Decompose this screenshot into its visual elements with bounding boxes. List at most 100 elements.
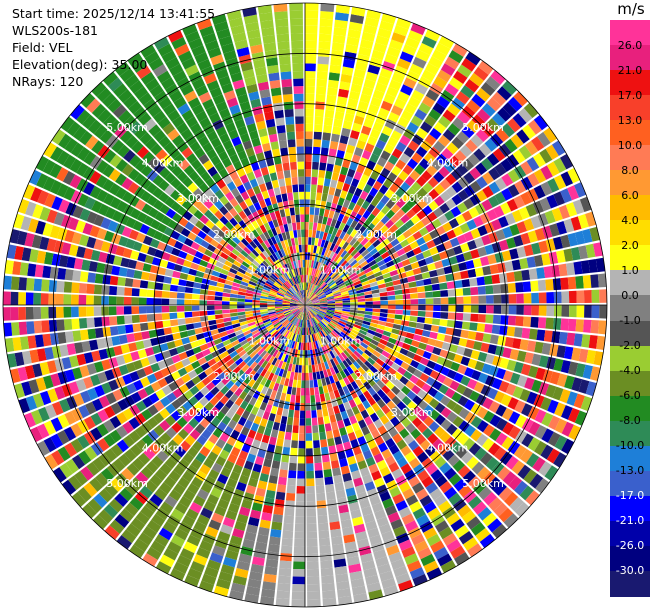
velocity-bin xyxy=(282,299,291,302)
velocity-bin xyxy=(28,379,40,394)
velocity-bin xyxy=(193,554,208,566)
velocity-bin xyxy=(72,126,87,141)
velocity-bin xyxy=(305,305,311,311)
velocity-bin xyxy=(184,574,200,587)
velocity-bin xyxy=(558,263,568,277)
velocity-bin xyxy=(150,219,161,230)
velocity-bin xyxy=(243,164,253,174)
velocity-bin xyxy=(96,228,108,240)
velocity-bin xyxy=(176,171,188,183)
velocity-bin xyxy=(411,417,423,428)
velocity-bin xyxy=(385,437,396,449)
velocity-bin xyxy=(166,514,181,528)
velocity-bin xyxy=(387,511,401,523)
velocity-bin xyxy=(469,72,484,87)
velocity-bin xyxy=(33,278,42,292)
velocity-bin xyxy=(454,320,463,329)
velocity-bin xyxy=(18,307,27,321)
velocity-bin xyxy=(438,35,455,49)
velocity-bin xyxy=(591,289,600,303)
velocity-bin xyxy=(477,314,486,323)
velocity-bin xyxy=(199,396,209,407)
velocity-bin xyxy=(343,480,354,490)
velocity-bin xyxy=(250,44,263,54)
velocity-bin xyxy=(245,21,260,32)
velocity-bin xyxy=(319,301,328,304)
velocity-bin xyxy=(466,99,481,113)
velocity-bin xyxy=(285,292,293,298)
velocity-bin xyxy=(374,509,387,520)
velocity-bin xyxy=(285,231,291,240)
velocity-bin xyxy=(475,332,484,342)
velocity-bin xyxy=(297,319,301,327)
velocity-bin xyxy=(167,541,182,554)
velocity-bin xyxy=(215,220,225,230)
velocity-bin xyxy=(183,237,194,247)
velocity-bin xyxy=(140,190,152,203)
velocity-bin xyxy=(229,471,241,482)
velocity-bin xyxy=(439,190,451,202)
velocity-bin xyxy=(488,181,501,195)
velocity-bin xyxy=(368,589,384,600)
velocity-bin xyxy=(310,283,315,292)
velocity-bin xyxy=(302,312,305,321)
velocity-bin xyxy=(372,393,382,403)
velocity-bin xyxy=(140,505,155,519)
velocity-bin xyxy=(570,216,582,231)
velocity-bin xyxy=(323,345,329,354)
velocity-bin xyxy=(68,381,80,395)
velocity-bin xyxy=(59,463,73,479)
velocity-bin xyxy=(414,164,426,176)
velocity-bin xyxy=(299,305,305,311)
velocity-bin xyxy=(417,469,430,482)
velocity-bin xyxy=(393,284,402,291)
velocity-bin xyxy=(121,529,137,544)
velocity-bin xyxy=(264,370,271,379)
velocity-bin xyxy=(399,277,409,284)
velocity-bin xyxy=(282,522,294,532)
velocity-bin xyxy=(305,305,313,309)
velocity-bin xyxy=(268,355,275,364)
velocity-bin xyxy=(341,293,350,297)
velocity-bin xyxy=(147,429,160,442)
velocity-bin xyxy=(333,211,340,221)
velocity-bin xyxy=(82,222,93,236)
velocity-bin xyxy=(410,305,419,311)
velocity-bin xyxy=(87,328,97,340)
velocity-bin xyxy=(283,297,291,301)
velocity-bin xyxy=(301,372,305,381)
velocity-bin xyxy=(133,106,147,120)
velocity-bin xyxy=(358,393,367,403)
velocity-bin xyxy=(267,306,275,309)
velocity-bin xyxy=(527,172,540,187)
velocity-bin xyxy=(337,197,345,207)
colorbar-segment xyxy=(610,145,650,171)
velocity-bin xyxy=(318,294,326,299)
velocity-bin xyxy=(108,183,121,196)
velocity-bin xyxy=(36,173,49,189)
velocity-bin xyxy=(299,252,303,260)
velocity-bin xyxy=(260,377,268,386)
velocity-bin xyxy=(123,306,132,315)
velocity-bin xyxy=(292,70,304,79)
velocity-bin xyxy=(463,296,472,304)
velocity-bin xyxy=(366,346,375,354)
velocity-bin xyxy=(331,252,338,261)
velocity-bin xyxy=(410,359,420,369)
velocity-bin xyxy=(109,316,118,326)
velocity-bin xyxy=(370,446,381,457)
velocity-bin xyxy=(199,294,208,300)
velocity-bin xyxy=(280,545,293,554)
velocity-bin xyxy=(277,217,283,227)
velocity-bin xyxy=(227,419,238,430)
velocity-bin xyxy=(143,447,156,460)
velocity-bin xyxy=(245,484,257,495)
velocity-bin xyxy=(86,211,98,224)
velocity-bin xyxy=(342,262,350,270)
velocity-bin xyxy=(86,236,97,249)
velocity-bin xyxy=(330,218,337,228)
velocity-bin xyxy=(400,109,414,122)
velocity-bin xyxy=(264,258,272,266)
velocity-bin xyxy=(440,419,452,431)
velocity-bin xyxy=(26,321,35,335)
